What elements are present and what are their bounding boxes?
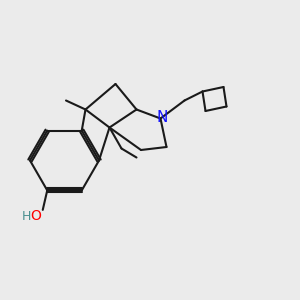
Text: O: O (30, 209, 41, 223)
Text: H: H (21, 210, 31, 223)
Text: N: N (156, 110, 168, 124)
